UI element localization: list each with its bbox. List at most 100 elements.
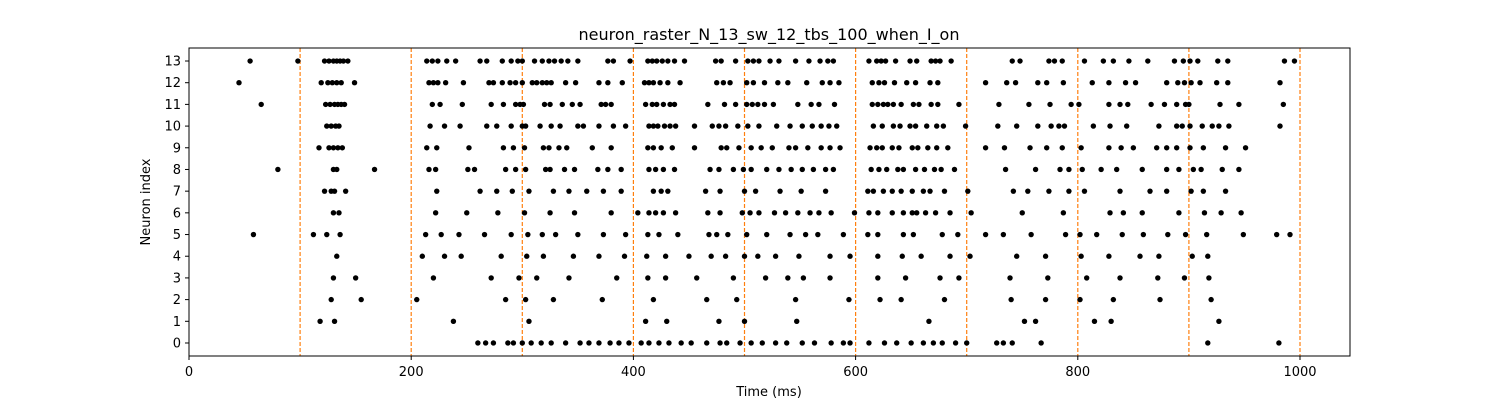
spike-n11-t693 <box>956 101 962 108</box>
spike-points <box>236 58 1298 346</box>
spike-n12-t935 <box>1225 80 1231 86</box>
spike-n11-t729 <box>996 101 1002 108</box>
spike-n11-t567 <box>816 101 822 108</box>
spike-n8-t735 <box>1002 166 1009 173</box>
spike-n10-t873 <box>1156 123 1162 129</box>
spike-n12-t231 <box>442 80 449 86</box>
x-tick-label-1000: 1000 <box>1283 365 1316 380</box>
spike-n12-t487 <box>727 80 733 86</box>
spike-n3-t429 <box>662 275 669 281</box>
spike-n13-t143 <box>345 58 351 64</box>
spike-n7-t141 <box>342 188 349 194</box>
spike-n0-t981 <box>1276 340 1282 346</box>
y-tick-label-13: 13 <box>164 55 181 70</box>
spike-n11-t272 <box>488 101 494 108</box>
spike-n12-t530 <box>775 80 781 86</box>
spike-n8-t347 <box>571 166 578 173</box>
spike-n11-t433 <box>667 101 673 108</box>
spike-n10-t422 <box>655 123 661 129</box>
spike-n8-t251 <box>465 166 471 173</box>
spike-n0-t466 <box>704 340 710 346</box>
spike-n7-t418 <box>650 188 657 194</box>
spike-n11-t775 <box>1047 101 1053 108</box>
y-axis-label: Neuron index <box>139 158 154 245</box>
spike-n0-t506 <box>748 340 754 346</box>
spike-n5-t643 <box>900 231 907 238</box>
spike-n5-t305 <box>525 231 531 238</box>
spike-n5-t373 <box>600 231 607 238</box>
spike-n12-t377 <box>605 80 611 86</box>
spike-n11-t512 <box>755 101 761 108</box>
spike-n0-t339 <box>562 340 569 346</box>
spike-n11-t371 <box>598 101 604 108</box>
spike-n13-t672 <box>932 58 939 64</box>
spike-n12-t348 <box>572 80 579 86</box>
spike-n6-t414 <box>646 210 652 216</box>
spike-n4-t429 <box>662 253 669 259</box>
spike-n11-t283 <box>500 101 507 108</box>
spike-n0-t741 <box>1009 340 1015 346</box>
spike-n7-t625 <box>880 188 887 194</box>
spike-n9-t683 <box>945 145 951 151</box>
spike-n9-t757 <box>1027 145 1033 151</box>
spike-n6-t578 <box>828 210 834 216</box>
x-tick-label-0: 0 <box>185 365 193 380</box>
spike-n3-t808 <box>1083 275 1090 281</box>
y-tick-label-3: 3 <box>173 271 181 286</box>
spike-n5-t717 <box>982 231 989 238</box>
spike-n12-t626 <box>881 80 888 86</box>
spike-n9-t619 <box>874 145 880 151</box>
spike-n12-t390 <box>619 80 625 86</box>
spike-n8-t891 <box>1176 166 1182 173</box>
spike-n7-t742 <box>1010 188 1017 194</box>
spike-n8-t930 <box>1219 166 1225 173</box>
spike-n9-t506 <box>748 145 754 151</box>
spike-n11-t140 <box>341 101 348 108</box>
spike-n6-t427 <box>660 210 667 216</box>
spike-n11-t828 <box>1106 101 1112 108</box>
spike-n13-t240 <box>452 58 459 64</box>
spike-n6-t672 <box>932 210 939 216</box>
spike-n6-t222 <box>432 210 439 216</box>
spike-n4-t620 <box>875 253 881 259</box>
spike-n4-t304 <box>524 253 530 259</box>
spike-n10-t624 <box>879 123 885 129</box>
spike-n9-t495 <box>736 145 742 151</box>
spike-n5-t485 <box>725 231 731 238</box>
spike-n13-t98 <box>295 58 301 64</box>
spike-n10-t471 <box>709 123 715 129</box>
spike-n5-t520 <box>764 231 770 238</box>
spike-n12-t149 <box>351 80 358 86</box>
spike-n12-t294 <box>512 80 519 86</box>
spike-n5-t991 <box>1287 231 1293 238</box>
spike-n5-t979 <box>1273 231 1280 238</box>
spike-n8-t671 <box>931 166 938 173</box>
spike-n10-t728 <box>995 123 1001 129</box>
spike-n8-t325 <box>547 166 553 173</box>
spike-n0-t267 <box>482 340 489 346</box>
spike-n13-t492 <box>732 58 739 64</box>
spike-n0-t637 <box>894 340 900 346</box>
spike-n13-t531 <box>776 58 782 64</box>
spike-n9-t292 <box>510 145 517 151</box>
spike-n5-t475 <box>714 231 720 238</box>
spike-n8-t338 <box>561 166 568 173</box>
spike-n1-t306 <box>526 318 532 324</box>
spike-n6-t527 <box>771 210 778 216</box>
spike-n4-t483 <box>722 253 729 259</box>
spike-n8-t762 <box>1032 166 1039 173</box>
y-tick-label-1: 1 <box>173 315 181 330</box>
spike-n11-t641 <box>898 101 904 108</box>
spike-n8-t689 <box>951 166 958 173</box>
spike-n8-t880 <box>1163 166 1170 173</box>
spike-n8-t562 <box>810 166 817 173</box>
spike-n10-t438 <box>672 123 679 129</box>
spike-n7-t755 <box>1025 188 1031 194</box>
spike-n12-t326 <box>548 80 554 86</box>
spike-n3-t539 <box>785 275 791 281</box>
spike-n6-t891 <box>1176 210 1182 216</box>
spike-n13-t558 <box>806 58 812 64</box>
spike-n9-t214 <box>424 145 430 151</box>
spike-n9-t786 <box>1059 145 1065 151</box>
spike-n0-t690 <box>952 340 959 346</box>
